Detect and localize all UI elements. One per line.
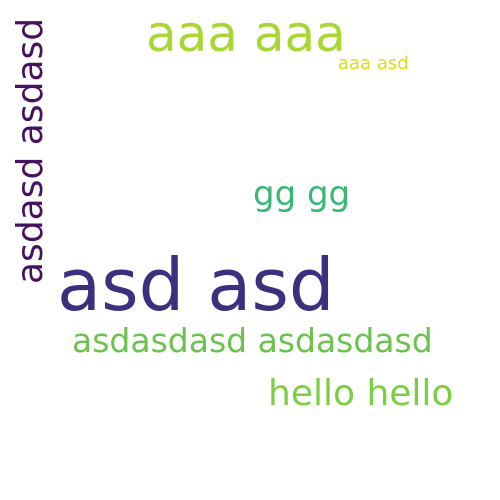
word-hello-hello: hello hello — [268, 373, 454, 414]
word-asdasd-asdasd: asdasd asdasd — [10, 17, 51, 284]
word-asdasdasd-asdasdasd: asdasdasd asdasdasd — [72, 321, 433, 360]
word-asd-asd: asd asd — [57, 243, 335, 327]
word-aaa-asd: aaa asd — [338, 53, 409, 74]
word-gg-gg: gg gg — [253, 174, 351, 214]
word-aaa-aaa: aaa aaa — [146, 5, 346, 63]
